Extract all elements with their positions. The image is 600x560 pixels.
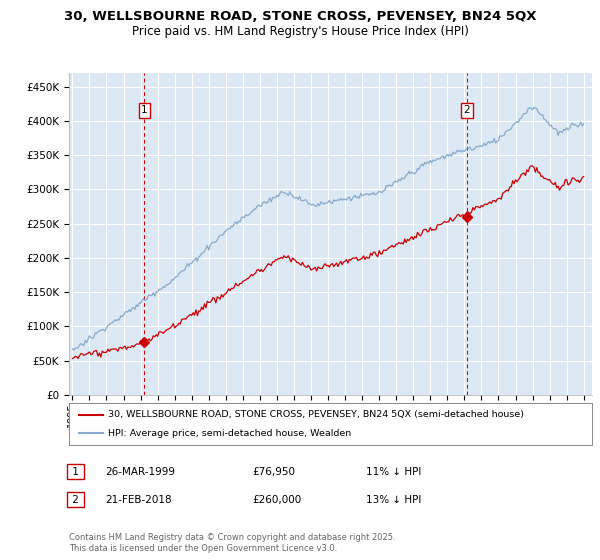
Text: Contains HM Land Registry data © Crown copyright and database right 2025.
This d: Contains HM Land Registry data © Crown c…	[69, 533, 395, 553]
Text: 2: 2	[69, 494, 82, 505]
Text: 30, WELLSBOURNE ROAD, STONE CROSS, PEVENSEY, BN24 5QX: 30, WELLSBOURNE ROAD, STONE CROSS, PEVEN…	[64, 10, 536, 23]
Text: HPI: Average price, semi-detached house, Wealden: HPI: Average price, semi-detached house,…	[108, 429, 352, 438]
Text: 21-FEB-2018: 21-FEB-2018	[105, 494, 172, 505]
Text: 13% ↓ HPI: 13% ↓ HPI	[366, 494, 421, 505]
Text: £76,950: £76,950	[252, 466, 295, 477]
Text: 2: 2	[463, 105, 470, 115]
Text: Price paid vs. HM Land Registry's House Price Index (HPI): Price paid vs. HM Land Registry's House …	[131, 25, 469, 38]
Text: 26-MAR-1999: 26-MAR-1999	[105, 466, 175, 477]
Text: 11% ↓ HPI: 11% ↓ HPI	[366, 466, 421, 477]
Text: 1: 1	[141, 105, 148, 115]
Text: £260,000: £260,000	[252, 494, 301, 505]
Text: 30, WELLSBOURNE ROAD, STONE CROSS, PEVENSEY, BN24 5QX (semi-detached house): 30, WELLSBOURNE ROAD, STONE CROSS, PEVEN…	[108, 410, 524, 419]
Text: 1: 1	[69, 466, 82, 477]
